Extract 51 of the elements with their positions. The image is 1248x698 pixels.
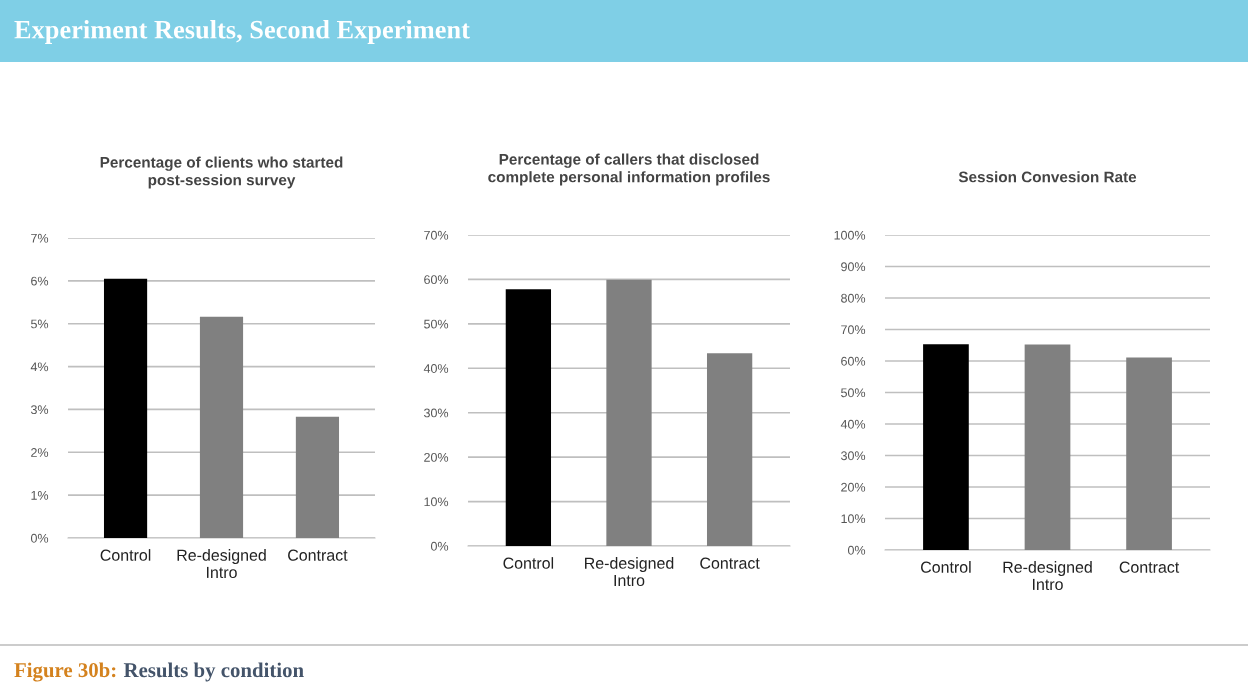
x-tick-label: Contract bbox=[700, 557, 760, 569]
y-tick-label: 30% bbox=[841, 451, 866, 461]
y-tick-label: 50% bbox=[841, 388, 866, 398]
bar bbox=[505, 289, 552, 546]
y-tick-label: 60% bbox=[841, 356, 866, 366]
bar bbox=[103, 278, 148, 538]
y-tick-label: 40% bbox=[423, 364, 449, 373]
bar bbox=[1126, 357, 1172, 550]
y-tick-label: 70% bbox=[841, 325, 866, 335]
chart-title: Percentage of callers that disclosed complete personal information profiles bbox=[488, 153, 770, 186]
y-tick-label: 80% bbox=[841, 293, 866, 303]
x-tick-label: Control bbox=[100, 549, 151, 561]
y-tick-label: 0% bbox=[30, 533, 49, 543]
y-tick-label: 0% bbox=[847, 545, 866, 555]
y-tick-label: 20% bbox=[841, 482, 866, 492]
y-tick-label: 1% bbox=[31, 491, 49, 500]
y-tick-label: 4% bbox=[30, 362, 49, 372]
x-tick-label: Re-designed Intro bbox=[177, 549, 266, 579]
y-tick-label: 60% bbox=[424, 275, 449, 285]
y-tick-label: 7% bbox=[31, 233, 49, 243]
bar bbox=[1024, 344, 1071, 550]
bar bbox=[706, 353, 753, 546]
y-tick-label: 100% bbox=[834, 230, 866, 240]
bar bbox=[199, 316, 244, 538]
chart-title: Percentage of clients who started post-session survey bbox=[100, 156, 343, 189]
x-tick-label: Control bbox=[921, 561, 971, 573]
text: Experiment Results, Second Experiment bbox=[14, 20, 470, 44]
x-tick-label: Contract bbox=[1119, 561, 1180, 573]
x-tick-label: Re-designed Intro bbox=[1003, 561, 1092, 591]
y-tick-label: 5% bbox=[30, 319, 49, 329]
x-tick-label: Control bbox=[503, 557, 554, 569]
x-tick-label: Re-designed Intro bbox=[585, 557, 674, 587]
bar bbox=[295, 416, 340, 538]
y-tick-label: 90% bbox=[841, 262, 866, 272]
y-tick-label: 10% bbox=[424, 497, 449, 507]
bar bbox=[923, 344, 969, 550]
y-tick-label: 6% bbox=[31, 276, 49, 286]
y-tick-label: 2% bbox=[31, 448, 49, 457]
y-tick-label: 50% bbox=[424, 319, 449, 329]
caption: Figure 30b: bbox=[14, 662, 116, 682]
chart-title: Session Convesion Rate bbox=[958, 171, 1137, 183]
y-tick-label: 40% bbox=[840, 419, 866, 429]
text: Results by condition bbox=[123, 662, 304, 682]
y-tick-label: 20% bbox=[424, 452, 449, 462]
y-tick-label: 3% bbox=[30, 405, 49, 415]
y-tick-label: 0% bbox=[430, 541, 449, 551]
bar bbox=[606, 279, 652, 546]
y-tick-label: 70% bbox=[424, 230, 449, 240]
x-tick-label: Contract bbox=[288, 549, 348, 561]
y-tick-label: 10% bbox=[841, 514, 866, 524]
y-tick-label: 30% bbox=[424, 408, 449, 418]
